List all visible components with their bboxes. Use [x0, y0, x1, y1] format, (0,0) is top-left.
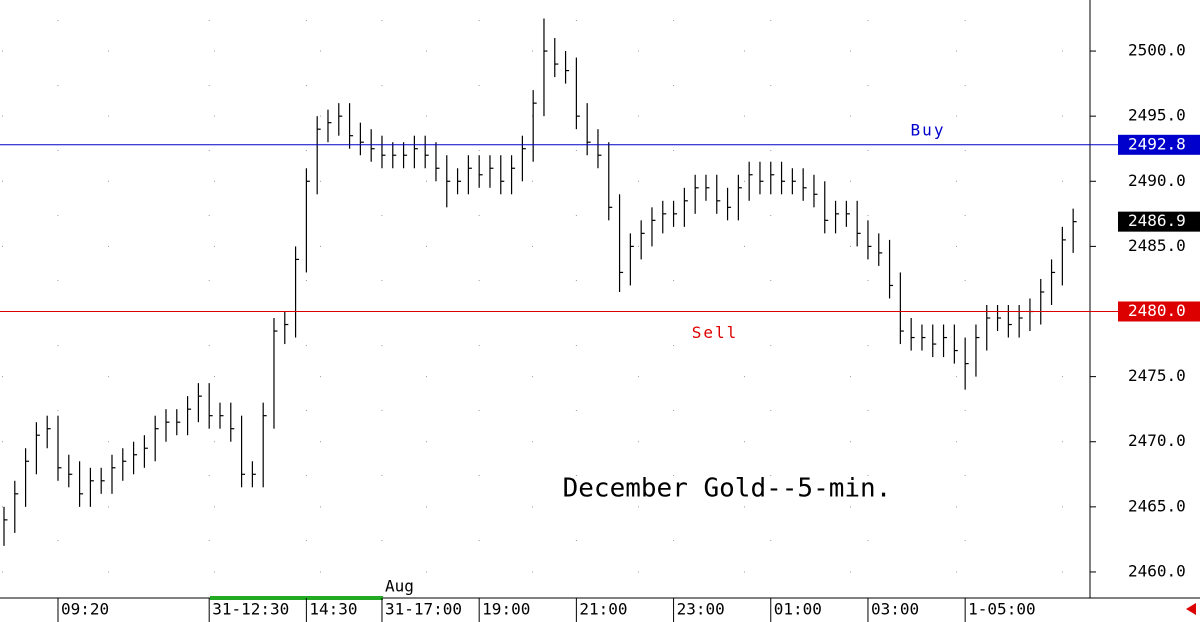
x-tick-label: 1-05:00	[968, 600, 1035, 619]
x-tick-label: 01:00	[774, 600, 822, 619]
x-tick-label: 21:00	[579, 600, 627, 619]
session-bar	[210, 596, 383, 600]
price-tag-label: 2492.8	[1128, 134, 1186, 153]
price-tag-label: 2486.9	[1128, 211, 1186, 230]
x-tick-label: 09:20	[61, 600, 109, 619]
y-tick-label: 2465.0	[1128, 496, 1186, 515]
x-tick-label: 31-12:30	[212, 600, 289, 619]
y-tick-label: 2475.0	[1128, 366, 1186, 385]
x-tick-label: 14:30	[309, 600, 357, 619]
reference-line-name: Buy	[911, 120, 946, 139]
date-annotation: Aug	[385, 577, 414, 596]
y-tick-label: 2500.0	[1128, 41, 1186, 60]
y-tick-label: 2485.0	[1128, 236, 1186, 255]
y-tick-label: 2495.0	[1128, 106, 1186, 125]
price-tag-label: 2480.0	[1128, 301, 1186, 320]
reference-line-name: Sell	[692, 323, 739, 342]
price-tag	[1118, 211, 1200, 232]
y-tick-label: 2470.0	[1128, 431, 1186, 450]
x-tick-label: 23:00	[677, 600, 725, 619]
x-tick-label: 03:00	[871, 600, 919, 619]
price-tag	[1118, 301, 1200, 322]
x-tick-label: 31-17:00	[385, 600, 462, 619]
y-tick-label: 2460.0	[1128, 561, 1186, 580]
y-tick-label: 2490.0	[1128, 171, 1186, 190]
x-tick-label: 19:00	[482, 600, 530, 619]
chart-title: December Gold--5-min.	[563, 474, 892, 504]
price-tag	[1118, 134, 1200, 155]
scroll-arrow[interactable]	[1186, 603, 1196, 615]
